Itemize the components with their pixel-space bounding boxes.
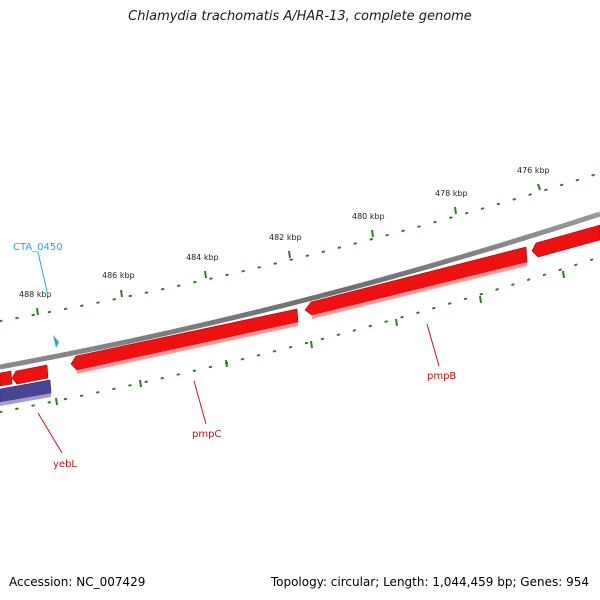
forward-genes[interactable] <box>0 224 600 387</box>
outer-tick-arc <box>36 183 541 316</box>
scale-tick <box>371 229 374 238</box>
leader-line-yebL <box>37 412 63 454</box>
scale-tick <box>36 307 39 316</box>
scale-tick <box>204 270 207 279</box>
gene-arrow-small[interactable] <box>11 364 49 385</box>
genome-stats-text: Topology: circular; Length: 1,044,459 bp… <box>270 575 589 589</box>
scale-tick <box>55 397 58 406</box>
scale-label: 486 kbp <box>102 271 135 280</box>
scale-tick <box>395 318 398 327</box>
inner-tick-arc <box>55 270 565 406</box>
gene-shadow-yebL <box>0 393 51 406</box>
leader-line-pmpC <box>193 380 207 425</box>
genome-backbone <box>0 211 600 370</box>
scale-tick <box>562 270 565 279</box>
accession-text: Accession: NC_007429 <box>9 575 146 589</box>
scale-tick <box>537 183 541 191</box>
gene-shadow <box>77 262 527 374</box>
scale-label: 480 kbp <box>352 212 385 221</box>
scale-tick <box>479 295 482 304</box>
gene-label-cta-0450[interactable]: CTA_0450 <box>13 242 63 253</box>
genome-title: Chlamydia trachomatis A/HAR-13, complete… <box>128 9 472 24</box>
gene-label-pmpB[interactable]: pmpB <box>427 371 456 382</box>
gene-arrow-pmpC[interactable] <box>70 308 299 371</box>
inner-dotted-arc <box>0 256 600 413</box>
scale-tick <box>454 206 457 215</box>
leader-line-pmpB <box>426 323 440 367</box>
gene-label-yebL[interactable]: yebL <box>53 459 77 470</box>
scale-label: 484 kbp <box>186 253 219 262</box>
scale-label: 478 kbp <box>435 189 468 198</box>
gene-arrow-left-edge[interactable] <box>0 370 13 387</box>
gene-arrow-pmpB[interactable] <box>304 246 528 316</box>
gene-arrow-right-edge[interactable] <box>531 224 600 258</box>
scale-tick <box>288 250 291 259</box>
scale-tick <box>139 379 142 388</box>
gene-label-pmpC[interactable]: pmpC <box>192 429 221 440</box>
scale-tick <box>120 289 123 298</box>
scale-tick <box>310 340 313 349</box>
scale-label: 482 kbp <box>269 233 302 242</box>
scale-label: 488 kbp <box>19 290 52 299</box>
scale-label: 476 kbp <box>517 166 550 175</box>
leader-line-cta-0450 <box>37 251 49 297</box>
cta-0450-marker[interactable] <box>53 335 59 348</box>
